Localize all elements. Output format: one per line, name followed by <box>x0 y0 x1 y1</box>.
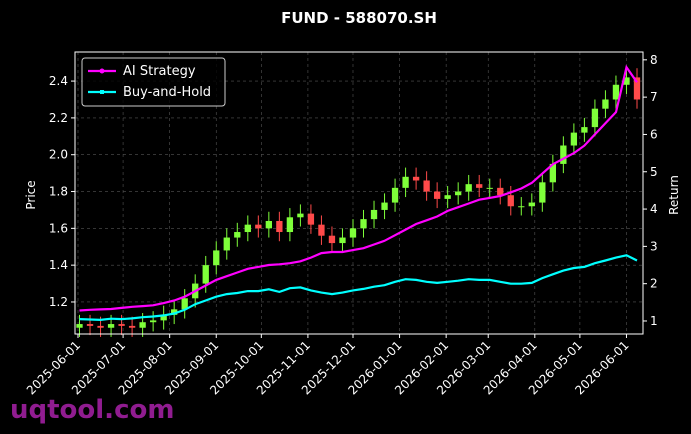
chart-title: FUND - 588070.SH <box>281 9 437 27</box>
candle-body <box>476 184 483 188</box>
candle-body <box>455 191 462 196</box>
candle-body <box>276 220 283 233</box>
candle-body <box>255 224 262 229</box>
candle-body <box>486 187 493 189</box>
return-line <box>79 254 638 322</box>
candle-body <box>602 99 609 109</box>
candle-body <box>349 228 357 238</box>
candle-body <box>244 224 251 233</box>
candle-body <box>612 84 620 100</box>
candle-body <box>97 325 104 328</box>
y-axis-label: Price <box>24 180 38 209</box>
candle-body <box>213 250 220 266</box>
y2-tick-label: 7 <box>650 90 658 104</box>
candle-body <box>234 232 241 238</box>
candle-body <box>297 213 304 218</box>
candle-body <box>118 324 125 326</box>
candle-body <box>570 132 578 146</box>
y-tick-label: 2.0 <box>49 148 68 162</box>
y2-tick-label: 1 <box>650 314 658 328</box>
y2-tick-label: 2 <box>650 277 658 291</box>
y2-axis-label: Return <box>667 175 681 215</box>
y-tick-label: 2.4 <box>49 74 68 88</box>
candle-body <box>549 163 556 183</box>
candle-body <box>181 298 188 310</box>
candle-body <box>286 217 294 233</box>
candle-body <box>539 182 546 203</box>
candle-body <box>444 195 451 199</box>
y-tick-label: 1.6 <box>49 221 68 235</box>
candle-body <box>171 309 178 315</box>
candle-body <box>402 176 409 188</box>
y-tick-label: 2.2 <box>49 111 68 125</box>
y2-tick-label: 5 <box>650 165 658 179</box>
candle-body <box>370 209 378 220</box>
candle-body <box>507 195 514 207</box>
candle-body <box>465 184 472 192</box>
candle-body <box>433 191 441 199</box>
candle-body <box>86 324 94 326</box>
candle-body <box>107 324 115 328</box>
candle-body <box>360 219 367 229</box>
candle-body <box>307 213 315 225</box>
candle-body <box>528 202 535 207</box>
y2-tick-label: 3 <box>650 239 658 253</box>
candle-body <box>412 176 420 181</box>
candle-body <box>339 237 346 244</box>
y-tick-label: 1.4 <box>49 258 68 272</box>
candle-body <box>202 265 209 284</box>
legend-label: Buy-and-Hold <box>123 85 211 100</box>
y2-tick-label: 4 <box>650 202 658 216</box>
watermark: uqtool.com <box>10 395 174 425</box>
legend-box <box>81 57 226 107</box>
candle-body <box>581 127 588 133</box>
legend-marker <box>99 68 105 74</box>
candle-body <box>76 324 83 328</box>
candle-body <box>149 320 157 323</box>
legend-marker <box>100 90 104 94</box>
candle-body <box>139 322 146 328</box>
y-tick-label: 1.2 <box>49 295 68 309</box>
y2-tick-label: 8 <box>650 53 658 67</box>
candle-body <box>623 77 630 85</box>
candle-body <box>423 180 430 192</box>
return-line <box>79 64 638 312</box>
candle-body <box>160 314 167 321</box>
candle-body <box>128 325 136 328</box>
plot-frame <box>74 51 644 335</box>
y2-tick-label: 6 <box>650 127 658 141</box>
candle-body <box>591 108 599 128</box>
candle-body <box>265 220 272 229</box>
candle-body <box>633 77 641 100</box>
candle-body <box>223 237 230 251</box>
legend-label: AI Strategy <box>123 64 196 79</box>
candle-body <box>497 187 504 196</box>
candle-body <box>318 224 325 236</box>
y-tick-label: 1.8 <box>49 185 68 199</box>
candle-body <box>391 187 399 203</box>
candle-body <box>381 202 388 210</box>
candle-body <box>518 206 525 208</box>
candle-body <box>560 145 567 164</box>
candle-body <box>328 235 336 244</box>
